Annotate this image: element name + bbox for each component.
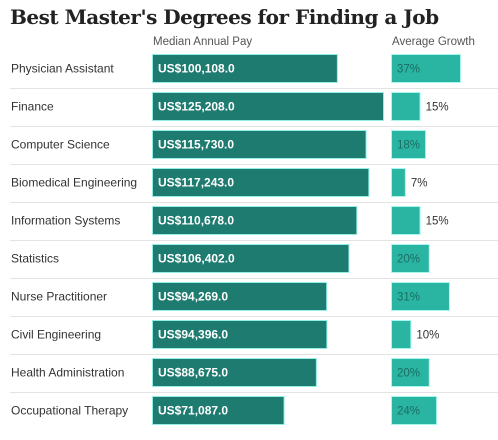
growth-bar: [392, 55, 460, 82]
growth-bar: [392, 245, 429, 272]
category-label: Occupational Therapy: [11, 404, 128, 418]
chart-row: Computer Science US$115,730.0 18%: [10, 126, 498, 159]
growth-bar: [392, 131, 426, 158]
pay-bar: [153, 321, 327, 348]
growth-value-label: 15%: [426, 216, 449, 228]
pay-value-label: US$110,678.0: [158, 214, 234, 228]
pay-value-label: US$71,087.0: [158, 404, 228, 418]
pay-value-label: US$115,730.0: [158, 138, 234, 152]
growth-value-label: 15%: [426, 102, 449, 114]
category-label: Information Systems: [11, 214, 120, 228]
category-label: Biomedical Engineering: [11, 176, 137, 190]
chart-row: Finance US$125,208.0 15%: [10, 88, 498, 121]
pay-value-label: US$106,402.0: [158, 252, 235, 266]
growth-value-label: 24%: [397, 406, 420, 418]
growth-bar: [392, 359, 429, 386]
pay-bar: [153, 131, 366, 158]
chart-row: Physician Assistant US$100,108.0 37%: [11, 54, 461, 83]
pay-column-header: Median Annual Pay: [153, 36, 253, 48]
chart-row: Information Systems US$110,678.0 15%: [10, 202, 498, 235]
pay-bar: [153, 169, 369, 196]
pay-bar: [153, 207, 357, 234]
growth-bar: [392, 397, 437, 424]
growth-bar: [392, 283, 449, 310]
growth-value-label: 18%: [397, 140, 420, 152]
category-label: Statistics: [11, 252, 59, 266]
chart-row: Statistics US$106,402.0 20%: [10, 240, 498, 273]
category-label: Computer Science: [11, 138, 110, 152]
growth-value-label: 7%: [411, 178, 428, 190]
chart-row: Biomedical Engineering US$117,243.0 7%: [10, 164, 498, 197]
category-label: Health Administration: [11, 366, 124, 380]
growth-value-label: 20%: [397, 254, 420, 266]
chart-row: Occupational Therapy US$71,087.0 24%: [10, 392, 498, 425]
growth-value-label: 31%: [397, 292, 420, 304]
pay-bar: [153, 93, 383, 120]
growth-bar: [392, 207, 420, 234]
pay-bar: [153, 397, 284, 424]
growth-bar: [392, 321, 411, 348]
growth-bar: [392, 93, 420, 120]
pay-value-label: US$125,208.0: [158, 100, 235, 114]
chart-row: Nurse Practitioner US$94,269.0 31%: [10, 278, 498, 311]
growth-bar: [392, 169, 405, 196]
chart-row: Civil Engineering US$94,396.0 10%: [10, 316, 498, 349]
growth-value-label: 20%: [397, 368, 420, 380]
pay-bar: [153, 359, 316, 386]
chart-row: Health Administration US$88,675.0 20%: [10, 354, 498, 387]
category-label: Civil Engineering: [11, 328, 101, 342]
category-label: Nurse Practitioner: [11, 290, 107, 304]
category-label: Physician Assistant: [11, 62, 114, 76]
pay-value-label: US$117,243.0: [158, 176, 234, 190]
growth-value-label: 10%: [416, 330, 439, 342]
pay-bar: [153, 283, 327, 310]
pay-value-label: US$94,396.0: [158, 328, 228, 342]
growth-column-header: Average Growth: [392, 36, 475, 48]
category-label: Finance: [11, 100, 54, 114]
pay-value-label: US$100,108.0: [158, 62, 235, 76]
chart-title: Best Master's Degrees for Finding a Job: [10, 5, 439, 29]
pay-value-label: US$88,675.0: [158, 366, 228, 380]
pay-bar: [153, 245, 349, 272]
growth-value-label: 37%: [397, 64, 420, 76]
pay-value-label: US$94,269.0: [158, 290, 228, 304]
pay-bar: [153, 55, 337, 82]
